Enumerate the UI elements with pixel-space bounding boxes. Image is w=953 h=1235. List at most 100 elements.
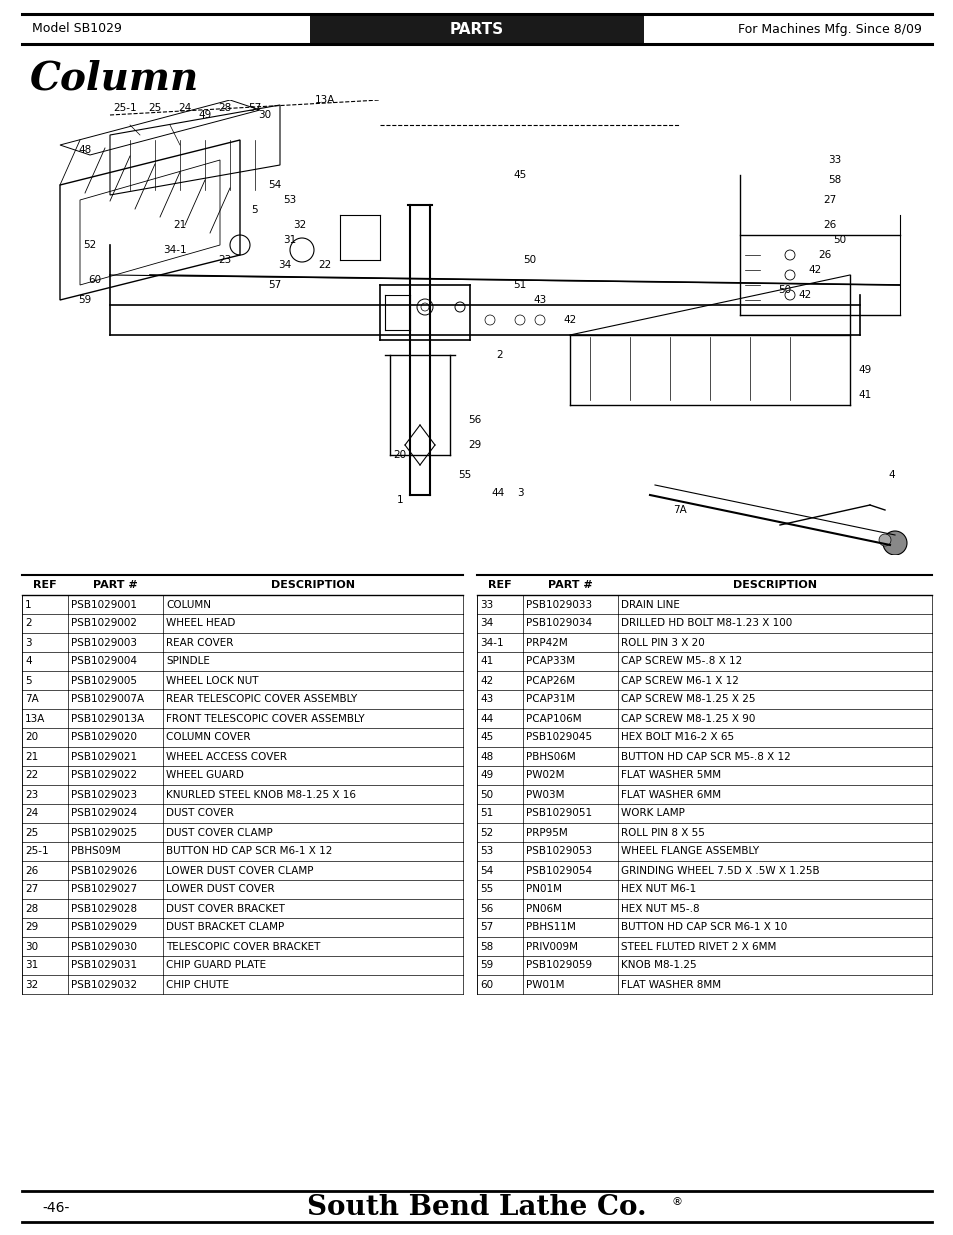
Text: 51: 51	[479, 809, 493, 819]
Text: 24: 24	[25, 809, 38, 819]
Text: PSB1029020: PSB1029020	[71, 732, 137, 742]
Text: 57: 57	[248, 103, 261, 112]
Bar	[310, 14, 643, 44]
Text: PSB1029002: PSB1029002	[71, 619, 137, 629]
Text: DUST COVER BRACKET: DUST COVER BRACKET	[166, 904, 285, 914]
Text: 33: 33	[827, 156, 841, 165]
Text: 4: 4	[888, 471, 894, 480]
Text: PSB1029032: PSB1029032	[71, 979, 137, 989]
Text: CAP SCREW M8-1.25 X 90: CAP SCREW M8-1.25 X 90	[620, 714, 755, 724]
Text: 55: 55	[479, 884, 493, 894]
Text: GRINDING WHEEL 7.5D X .5W X 1.25B: GRINDING WHEEL 7.5D X .5W X 1.25B	[620, 866, 819, 876]
Text: PSB1029013A: PSB1029013A	[71, 714, 144, 724]
Text: PSB1029023: PSB1029023	[71, 789, 137, 799]
Text: PSB1029025: PSB1029025	[71, 827, 137, 837]
Text: PW03M: PW03M	[525, 789, 564, 799]
Text: 4: 4	[25, 657, 31, 667]
Text: 53: 53	[479, 846, 493, 857]
Text: WORK LAMP: WORK LAMP	[620, 809, 684, 819]
Text: PSB1029034: PSB1029034	[525, 619, 592, 629]
Text: 3: 3	[517, 488, 523, 498]
Text: 51: 51	[513, 280, 526, 290]
Text: 60: 60	[479, 979, 493, 989]
Text: 42: 42	[563, 315, 576, 325]
Text: KNURLED STEEL KNOB M8-1.25 X 16: KNURLED STEEL KNOB M8-1.25 X 16	[166, 789, 355, 799]
Text: 3: 3	[25, 637, 31, 647]
Text: ®: ®	[671, 1198, 682, 1208]
Text: 58: 58	[827, 175, 841, 185]
Text: HEX NUT M5-.8: HEX NUT M5-.8	[620, 904, 699, 914]
Text: HEX NUT M6-1: HEX NUT M6-1	[620, 884, 696, 894]
Text: 31: 31	[25, 961, 38, 971]
Text: 49: 49	[479, 771, 493, 781]
Text: 1: 1	[396, 495, 403, 505]
Text: KNOB M8-1.25: KNOB M8-1.25	[620, 961, 696, 971]
Text: 30: 30	[25, 941, 38, 951]
Text: 59: 59	[78, 295, 91, 305]
Text: COLUMN: COLUMN	[166, 599, 211, 610]
Text: TELESCOPIC COVER BRACKET: TELESCOPIC COVER BRACKET	[166, 941, 320, 951]
Text: 25-1: 25-1	[25, 846, 49, 857]
Text: WHEEL GUARD: WHEEL GUARD	[166, 771, 244, 781]
Text: WHEEL HEAD: WHEEL HEAD	[166, 619, 235, 629]
Text: 22: 22	[25, 771, 38, 781]
Text: REAR TELESCOPIC COVER ASSEMBLY: REAR TELESCOPIC COVER ASSEMBLY	[166, 694, 356, 704]
Text: PN06M: PN06M	[525, 904, 561, 914]
Text: ROLL PIN 8 X 55: ROLL PIN 8 X 55	[620, 827, 704, 837]
Text: DRAIN LINE: DRAIN LINE	[620, 599, 679, 610]
Text: 20: 20	[393, 450, 406, 459]
Text: DUST BRACKET CLAMP: DUST BRACKET CLAMP	[166, 923, 284, 932]
Text: 25: 25	[25, 827, 38, 837]
Text: 52: 52	[83, 240, 96, 249]
Text: FRONT TELESCOPIC COVER ASSEMBLY: FRONT TELESCOPIC COVER ASSEMBLY	[166, 714, 364, 724]
Text: 20: 20	[25, 732, 38, 742]
Text: PSB1029022: PSB1029022	[71, 771, 137, 781]
Text: 5: 5	[25, 676, 31, 685]
Text: PSB1029031: PSB1029031	[71, 961, 137, 971]
Text: 7A: 7A	[25, 694, 39, 704]
Text: PW01M: PW01M	[525, 979, 564, 989]
Text: 56: 56	[468, 415, 481, 425]
Text: PSB1029054: PSB1029054	[525, 866, 592, 876]
Text: 25: 25	[149, 103, 161, 112]
Text: STEEL FLUTED RIVET 2 X 6MM: STEEL FLUTED RIVET 2 X 6MM	[620, 941, 776, 951]
Text: PRP95M: PRP95M	[525, 827, 567, 837]
Text: 30: 30	[258, 110, 272, 120]
Text: FLAT WASHER 8MM: FLAT WASHER 8MM	[620, 979, 720, 989]
Text: LOWER DUST COVER CLAMP: LOWER DUST COVER CLAMP	[166, 866, 314, 876]
Text: CAP SCREW M5-.8 X 12: CAP SCREW M5-.8 X 12	[620, 657, 741, 667]
Text: Model SB1029: Model SB1029	[32, 22, 122, 36]
Text: PSB1029007A: PSB1029007A	[71, 694, 144, 704]
Text: DESCRIPTION: DESCRIPTION	[271, 580, 355, 590]
Text: PRP42M: PRP42M	[525, 637, 567, 647]
Text: PSB1029005: PSB1029005	[71, 676, 137, 685]
Text: PSB1029027: PSB1029027	[71, 884, 137, 894]
Text: PBHS11M: PBHS11M	[525, 923, 576, 932]
Text: BUTTON HD CAP SCR M5-.8 X 12: BUTTON HD CAP SCR M5-.8 X 12	[620, 752, 790, 762]
Text: 26: 26	[822, 220, 836, 230]
Text: For Machines Mfg. Since 8/09: For Machines Mfg. Since 8/09	[738, 22, 921, 36]
Text: 1: 1	[25, 599, 31, 610]
Text: 31: 31	[283, 235, 296, 245]
Text: 29: 29	[25, 923, 38, 932]
Text: 50: 50	[479, 789, 493, 799]
Text: 34-1: 34-1	[163, 245, 187, 254]
Text: 5: 5	[252, 205, 258, 215]
Text: 41: 41	[858, 390, 871, 400]
Text: HEX BOLT M16-2 X 65: HEX BOLT M16-2 X 65	[620, 732, 734, 742]
Text: 54: 54	[268, 180, 281, 190]
Text: PCAP106M: PCAP106M	[525, 714, 581, 724]
Text: 23: 23	[25, 789, 38, 799]
Text: 55: 55	[457, 471, 471, 480]
Text: 48: 48	[78, 144, 91, 156]
Text: 45: 45	[479, 732, 493, 742]
Text: WHEEL LOCK NUT: WHEEL LOCK NUT	[166, 676, 258, 685]
Text: 29: 29	[468, 440, 481, 450]
Text: 28: 28	[218, 103, 232, 112]
Text: 57: 57	[268, 280, 281, 290]
Text: 42: 42	[798, 290, 811, 300]
Text: PART #: PART #	[548, 580, 592, 590]
Text: PSB1029028: PSB1029028	[71, 904, 137, 914]
Text: 43: 43	[479, 694, 493, 704]
Text: 26: 26	[25, 866, 38, 876]
